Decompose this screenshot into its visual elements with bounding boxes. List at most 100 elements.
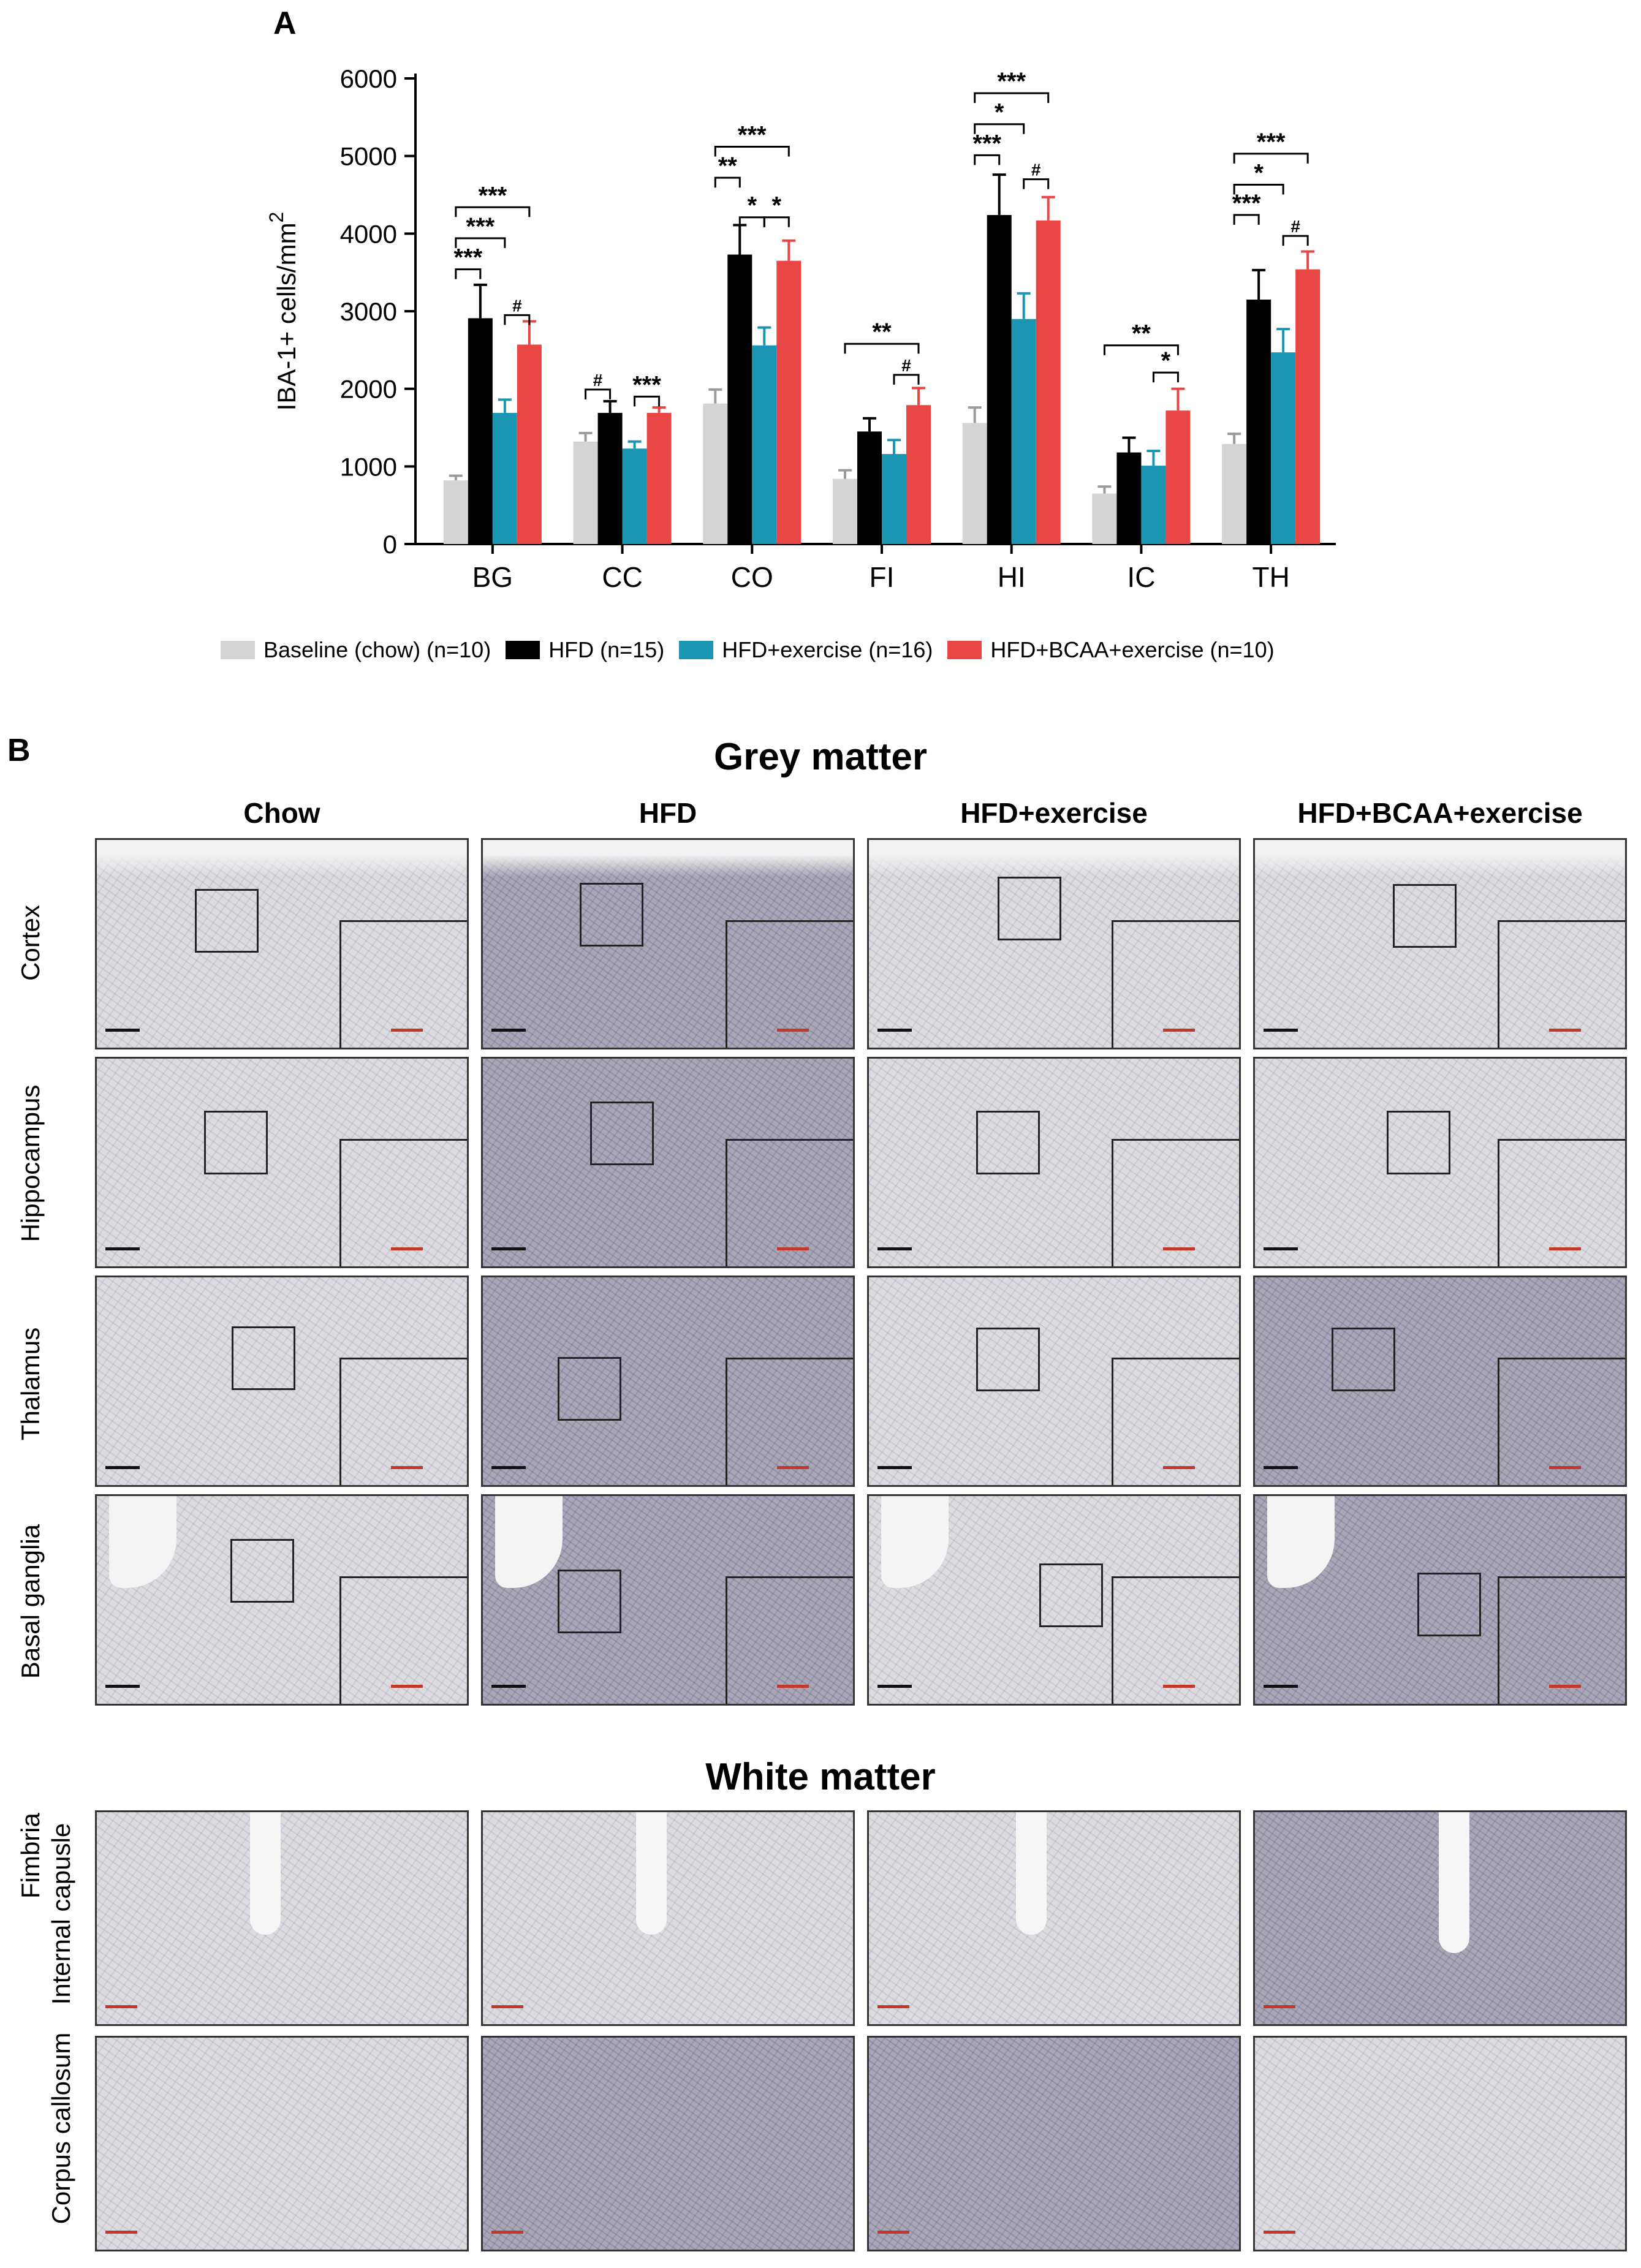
bar-FI-0 <box>833 478 857 544</box>
scale-bar-red <box>491 2231 523 2234</box>
sig-label-14: *** <box>997 68 1026 95</box>
sig-label-6: ** <box>718 153 738 180</box>
bar-TH-0 <box>1222 444 1247 544</box>
legend-item-hfd-bcaa-exercise: HFD+BCAA+exercise (n=10) <box>947 637 1275 663</box>
sig-bracket-20 <box>1233 153 1309 164</box>
roi-box <box>230 1539 294 1603</box>
bar-CC-2 <box>622 448 647 544</box>
micrograph-basal-ganglia-2 <box>867 1494 1241 1706</box>
row-label-thalamus: Thalamus <box>16 1327 45 1441</box>
row-label-basal-ganglia: Basal ganglia <box>16 1524 45 1679</box>
legend-label-hfd-bcaa-exercise: HFD+BCAA+exercise (n=10) <box>990 637 1275 662</box>
micrograph-fimbria-internal-capsule-2 <box>867 1810 1241 2026</box>
bar-CO-0 <box>703 403 728 544</box>
tissue-background <box>97 1812 467 2024</box>
roi-box <box>998 877 1061 940</box>
roi-box <box>204 1111 268 1174</box>
scale-bar-black <box>105 1466 140 1469</box>
roi-box <box>195 889 259 953</box>
scale-bar-red <box>1264 2005 1295 2008</box>
background-gap <box>1255 840 1625 877</box>
bar-HI-0 <box>962 423 987 544</box>
sig-label-19: * <box>1254 160 1264 187</box>
sig-label-4: # <box>593 371 603 390</box>
y-tick-label-1: 1000 <box>340 452 397 481</box>
row-label-hippocampus: Hippocampus <box>16 1084 45 1242</box>
sig-label-16: ** <box>1132 320 1151 347</box>
scale-bar-red <box>105 2231 137 2234</box>
sig-label-11: # <box>901 356 911 375</box>
zoom-inset <box>339 1139 467 1266</box>
zoom-inset <box>339 920 467 1048</box>
sig-bracket-17 <box>1152 371 1179 383</box>
y-tick-label-3: 3000 <box>340 297 397 326</box>
y-axis-label: IBA-1+ cells/mm2 <box>265 212 301 411</box>
micrograph-thalamus-2 <box>867 1276 1241 1487</box>
row-label-corpus-callosum: Corpus callosum <box>47 2032 75 2225</box>
legend-item-baseline: Baseline (chow) (n=10) <box>221 637 491 663</box>
sig-bracket-21 <box>1282 235 1309 246</box>
ventricle-gap <box>636 1812 667 1935</box>
sig-bracket-19 <box>1233 184 1284 195</box>
sig-bracket-12 <box>974 154 1001 165</box>
sig-bracket-13 <box>974 123 1025 134</box>
sig-bracket-18 <box>1233 214 1260 225</box>
roi-box <box>1387 1111 1450 1174</box>
zoom-inset <box>1112 1139 1239 1266</box>
panel-b-letter: B <box>7 733 31 768</box>
legend-swatch-hfd-bcaa-exercise <box>947 641 982 659</box>
sig-bracket-2 <box>455 206 531 217</box>
sig-bracket-16 <box>1103 344 1179 355</box>
sig-label-8: * <box>747 192 757 219</box>
x-tick-label-BG: BG <box>472 561 513 593</box>
scale-bar-black <box>1264 1029 1298 1032</box>
micrograph-corpus-callosum-2 <box>867 2036 1241 2251</box>
bar-HI-1 <box>987 214 1012 544</box>
y-tick-label-2: 2000 <box>340 375 397 404</box>
bar-IC-1 <box>1116 452 1142 544</box>
scale-bar-black <box>1264 1685 1298 1688</box>
legend-item-hfd-exercise: HFD+exercise (n=16) <box>679 637 933 663</box>
sig-bracket-5 <box>634 395 661 407</box>
y-tick-label-0: 0 <box>383 530 397 559</box>
sig-bracket-7 <box>714 145 790 157</box>
zoom-inset <box>726 1576 853 1704</box>
bar-IC-2 <box>1141 466 1166 544</box>
scale-bar-black <box>877 1247 912 1250</box>
scale-bar-red <box>877 2005 909 2008</box>
scale-bar-red <box>777 1466 809 1469</box>
scale-bar-red <box>877 2231 909 2234</box>
x-tick-label-FI: FI <box>870 561 895 593</box>
white-matter-title: White matter <box>705 1756 936 1798</box>
zoom-inset <box>339 1358 467 1485</box>
bar-FI-2 <box>882 454 906 544</box>
micrograph-hippocampus-2 <box>867 1057 1241 1268</box>
bar-CC-1 <box>597 412 623 544</box>
tissue-background <box>869 1277 1239 1485</box>
scale-bar-red <box>1163 1029 1195 1032</box>
sig-label-18: *** <box>1232 190 1261 217</box>
sig-bracket-3 <box>504 314 531 325</box>
sig-bracket-14 <box>974 92 1050 104</box>
bar-FI-1 <box>857 431 882 544</box>
scale-bar-black <box>877 1466 912 1469</box>
legend-item-hfd: HFD (n=15) <box>506 637 664 663</box>
roi-box <box>590 1102 654 1165</box>
scale-bar-black <box>491 1685 526 1688</box>
bar-HI-2 <box>1011 319 1036 544</box>
scale-bar-red <box>391 1685 423 1688</box>
tissue-background <box>1255 2038 1625 2250</box>
column-title-hfd: HFD <box>639 797 697 829</box>
sig-label-0: *** <box>454 244 483 271</box>
bar-IC-0 <box>1092 493 1117 544</box>
scale-bar-black <box>491 1466 526 1469</box>
column-title-chow: Chow <box>243 797 320 829</box>
tissue-background <box>869 2038 1239 2250</box>
scale-bar-red <box>777 1685 809 1688</box>
sig-bracket-4 <box>585 388 612 399</box>
roi-box <box>580 883 643 947</box>
x-tick-label-CO: CO <box>731 561 773 593</box>
roi-box <box>976 1111 1040 1174</box>
chart-legend: Baseline (chow) (n=10) HFD (n=15) HFD+ex… <box>221 637 1289 663</box>
row-label-cortex: Cortex <box>16 905 45 981</box>
